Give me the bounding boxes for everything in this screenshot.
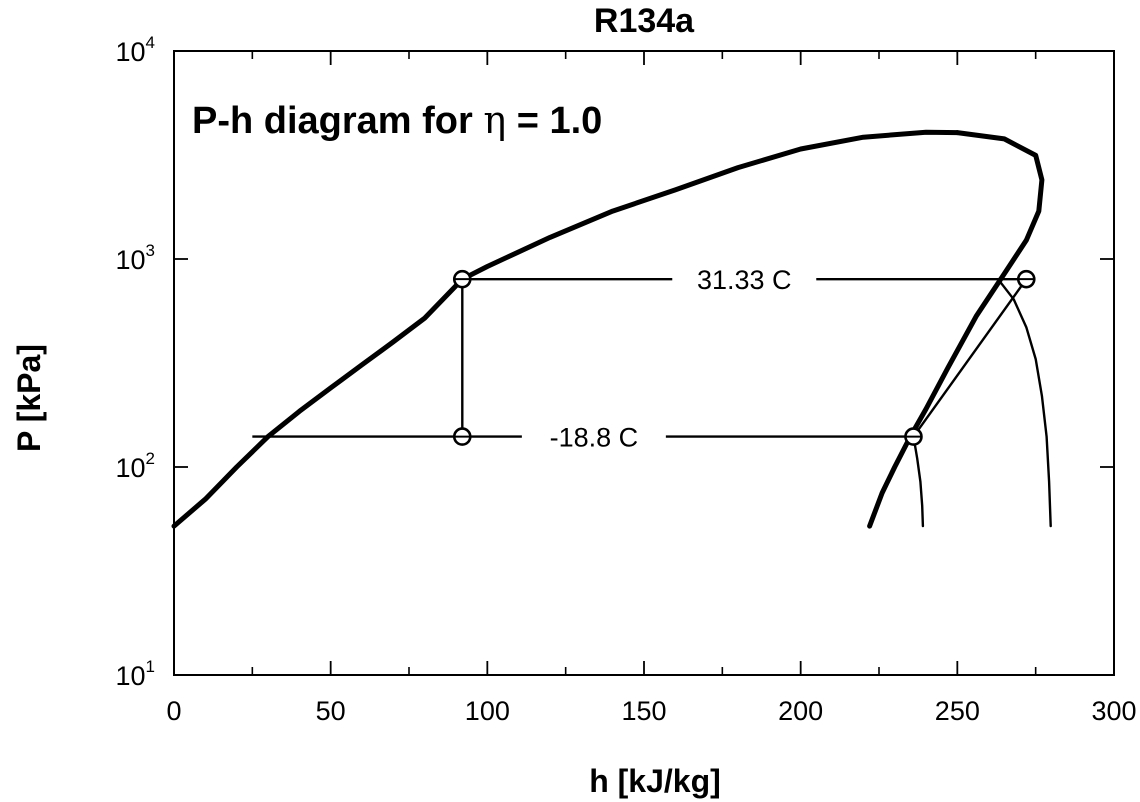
- y-tick-base: 10: [115, 453, 145, 483]
- y-tick-exponent: 2: [146, 449, 155, 468]
- cycle-condenser-label: 31.33 C: [697, 265, 792, 295]
- y-tick-label: 103: [115, 241, 155, 275]
- y-tick-base: 10: [115, 245, 145, 275]
- x-axis-label: h [kJ/kg]: [589, 763, 721, 799]
- x-tick-label: 50: [316, 696, 346, 726]
- cycle-points-group: [452, 269, 1036, 446]
- y-tick-label: 102: [115, 449, 155, 483]
- plot-frame: [173, 50, 1115, 676]
- x-tick-label: 150: [621, 696, 666, 726]
- saturation-liquid-curve: [171, 129, 960, 529]
- isentrope-1-curve: [912, 435, 925, 528]
- x-tick-label: 200: [778, 696, 823, 726]
- y-tick-exponent: 3: [146, 241, 155, 260]
- cycle-evaporator-label: -18.8 C: [550, 423, 639, 453]
- x-tick-label: 300: [1091, 696, 1136, 726]
- annotation-prefix: P-h diagram for: [192, 100, 483, 142]
- y-tick-exponent: 1: [146, 657, 155, 676]
- isentrope-2-curve: [996, 278, 1052, 528]
- y-tick-exponent: 4: [146, 33, 155, 52]
- cycle-lines-group: 31.33 C -18.8 C: [252, 265, 1028, 453]
- annotation-suffix: = 1.0: [506, 100, 602, 142]
- saturation-vapor-curve: [867, 130, 1045, 529]
- x-tick-label: 100: [465, 696, 510, 726]
- chart-title: R134a: [594, 2, 695, 40]
- chart-annotation: P-h diagram for η = 1.0: [192, 98, 602, 142]
- cycle-compression-line: [912, 278, 1028, 438]
- y-axis-label: P [kPa]: [11, 344, 47, 452]
- y-tick-label: 104: [115, 33, 155, 67]
- x-tick-label: 250: [935, 696, 980, 726]
- x-tick-label: 0: [166, 696, 181, 726]
- y-tick-base: 10: [115, 37, 145, 67]
- chart-series-group: [171, 129, 1052, 529]
- y-tick-base: 10: [115, 661, 145, 691]
- y-tick-label: 101: [115, 657, 155, 691]
- annotation-eta-symbol: η: [483, 98, 506, 142]
